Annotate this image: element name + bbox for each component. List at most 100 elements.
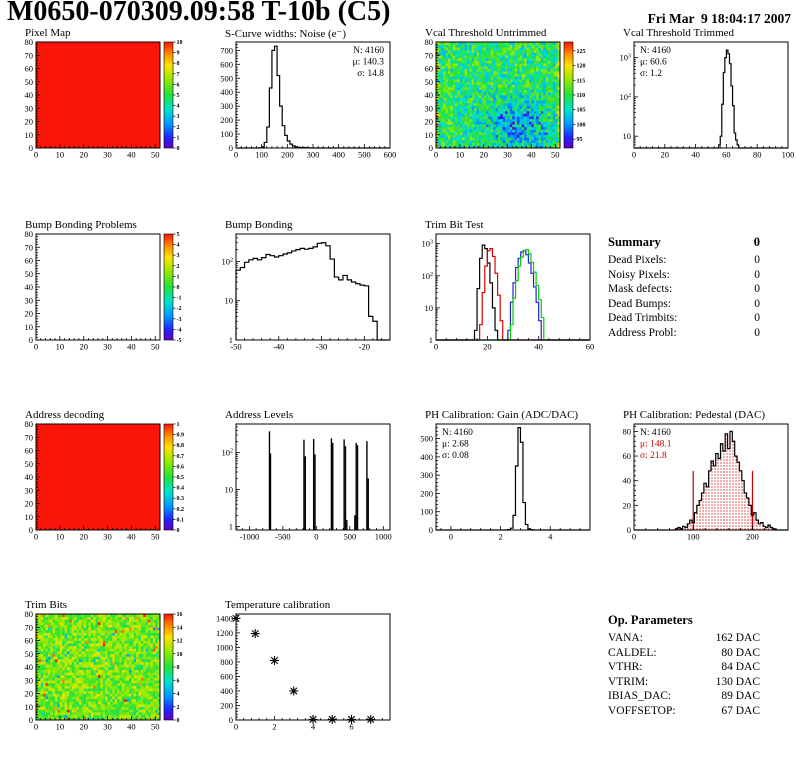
svg-text:102: 102 [222,256,234,266]
summary-rows: Dead Pixels: 0 Noisy Pixels: 0 Mask defects:… [608,253,792,341]
svg-text:μ: 60.6: μ: 60.6 [640,58,667,68]
svg-text:2: 2 [177,125,180,131]
scurve-noise-plot: S-Curve widths: Noise (e⁻) 0 100 200 300 400… [208,26,398,164]
svg-text:-20: -20 [359,342,370,352]
svg-text:10: 10 [425,130,434,140]
svg-text:0.1: 0.1 [177,517,185,523]
svg-text:60: 60 [722,150,731,160]
svg-text:500: 500 [358,150,371,160]
vcal-threshold-untrimmed-svg: 0 10 20 30 40 5001020304050607080951001051101… [425,37,586,160]
svg-text:400: 400 [332,150,345,160]
chart-canvas: 0 10 20 30 40 50 0 10 20 30 40 50 60 70 80 0 0.1 0.2 0.3 0.… [8,408,198,546]
svg-text:115: 115 [577,78,586,84]
row-label: VOFFSETOP: [608,704,676,717]
page-title: M0650-070309.09:58 T-10b (C5) [7,0,391,27]
svg-text:30: 30 [25,103,34,113]
svg-text:0: 0 [449,532,453,542]
svg-text:50: 50 [25,77,34,87]
svg-text:-5: -5 [177,338,182,344]
plot-title: PH Calibration: Pedestal (DAC) [623,409,766,421]
temperature-calibration-plot: Temperature calibration 0 2 4 6 0 200 400 600 80… [208,598,398,736]
svg-text:70: 70 [25,432,34,442]
svg-text:-1: -1 [177,296,182,302]
svg-text:2: 2 [498,532,502,542]
svg-text:0: 0 [429,525,433,535]
bump-bonding-problems-svg: 0 10 20 30 40 5001020304050607080-5-4-3-2-101… [25,229,182,352]
svg-text:0.8: 0.8 [177,443,185,449]
address-decoding-svg: 0 10 20 30 40 500102030405060708000.10.20.30.… [25,419,185,542]
svg-text:-40: -40 [273,342,284,352]
svg-text:105: 105 [577,108,586,114]
svg-text:1000: 1000 [375,532,392,542]
svg-text:102: 102 [620,92,632,102]
svg-text:20: 20 [79,342,88,352]
pixel-map-plot: Pixel Map 0 10 20 30 40 50 0 10 20 30 40 50 60 70 80 0 1… [8,26,198,164]
chart-canvas: -1000 -500 0 500 1000 1 10 102 [208,408,398,546]
svg-text:0.2: 0.2 [177,507,185,513]
row-label: CALDEL: [608,646,657,659]
svg-text:N: 4160: N: 4160 [640,46,671,56]
chart-canvas: 0 10 20 30 40 50 0 10 20 30 40 50 60 70 80 95 100 105 110 1… [408,26,598,164]
row-label: Dead Trimbits: [608,312,678,325]
svg-text:60: 60 [25,256,34,266]
svg-text:400: 400 [420,452,433,462]
plot-title: Trim Bits [25,599,68,611]
row-value: 84 DAC [721,661,760,674]
svg-text:20: 20 [661,150,670,160]
row-value: 0 [754,283,760,296]
svg-text:5: 5 [177,93,180,99]
vcal-trimmed-plot: Vcal Threshold Trimmed 0 20 40 60 80 100 10 102… [606,26,796,164]
bump-bonding-problems-plot: Bump Bonding Problems 0 10 20 30 40 50 0 10 20 30… [8,218,198,356]
svg-text:20: 20 [25,117,34,127]
svg-text:N: 4160: N: 4160 [442,428,473,438]
ph-calibration-pedestal-svg: 0 100 200 0 20 40 60 80 N: 4160 μ: 148.1σ: 21.8 [623,423,789,542]
svg-text:0: 0 [34,342,38,352]
chart-canvas: 0 10 20 30 40 50 0 10 20 30 40 50 60 70 80 0 2 4 6 8 10 12 14 1… [8,598,198,736]
svg-text:30: 30 [503,150,512,160]
op-parameters-rows: VANA: 162 DAC CALDEL: 80 DAC VTHR: 84 DAC VTRI… [608,631,792,719]
row-value: 89 DAC [721,690,760,703]
summary-total: 0 [753,235,760,249]
trim-bits-plot: Trim Bits 0 10 20 30 40 50 0 10 20 30 40 50 60 70 80 0 2… [8,598,198,736]
svg-text:40: 40 [691,150,700,160]
svg-text:0.9: 0.9 [177,433,185,439]
svg-text:600: 600 [220,59,233,69]
svg-text:600: 600 [384,150,397,160]
svg-text:μ: 140.3: μ: 140.3 [353,58,385,68]
plot-title: Bump Bonding Problems [25,219,137,231]
svg-text:100: 100 [255,150,268,160]
svg-text:70: 70 [25,50,34,60]
svg-text:10: 10 [456,150,465,160]
summary-title: Summary [608,235,661,249]
chart-canvas: 0 2 4 6 0 200 400 600 800 1000 1200 1400 [208,598,398,736]
chart-canvas: 0 10 20 30 40 50 0 10 20 30 40 50 60 70 80 -5 -4 -3 -2 -1 0 1… [8,218,198,356]
svg-text:1: 1 [177,274,180,280]
svg-text:70: 70 [25,242,34,252]
chart-canvas: 0 20 40 60 1 10 102 103 [408,218,598,356]
svg-text:σ: 14.8: σ: 14.8 [357,69,384,79]
svg-text:-1000: -1000 [239,532,259,542]
svg-text:30: 30 [103,532,112,542]
svg-text:0: 0 [177,528,180,534]
svg-text:10: 10 [225,296,234,306]
row-label: VTRIM: [608,675,649,688]
svg-text:40: 40 [127,150,136,160]
address-decoding-plot: Address decoding 0 10 20 30 40 50 0 10 20 30 40 50 6… [8,408,198,546]
svg-text:80: 80 [623,426,632,436]
svg-text:20: 20 [25,309,34,319]
trim-bit-test-plot: Trim Bit Test 0 20 40 60 1 10 102 103 [408,218,598,356]
row-value: 0 [754,254,760,266]
row-value: 130 DAC [715,675,760,688]
svg-text:10: 10 [56,150,65,160]
row-value: 67 DAC [721,704,760,717]
svg-text:0: 0 [632,150,636,160]
op-parameters-panel: Op. Parameters VANA: 162 DAC CALDEL: 80 DAC… [608,612,792,719]
svg-text:60: 60 [586,342,595,352]
svg-text:103: 103 [422,239,434,249]
svg-text:0: 0 [177,146,180,152]
chart-canvas: 0 100 200 0 20 40 60 80 N: 4160 μ: 148.1 σ: 21.8 [606,408,796,546]
svg-text:0.3: 0.3 [177,496,185,502]
svg-text:1: 1 [177,135,180,141]
svg-text:-3: -3 [177,317,182,323]
svg-text:4: 4 [548,532,553,542]
